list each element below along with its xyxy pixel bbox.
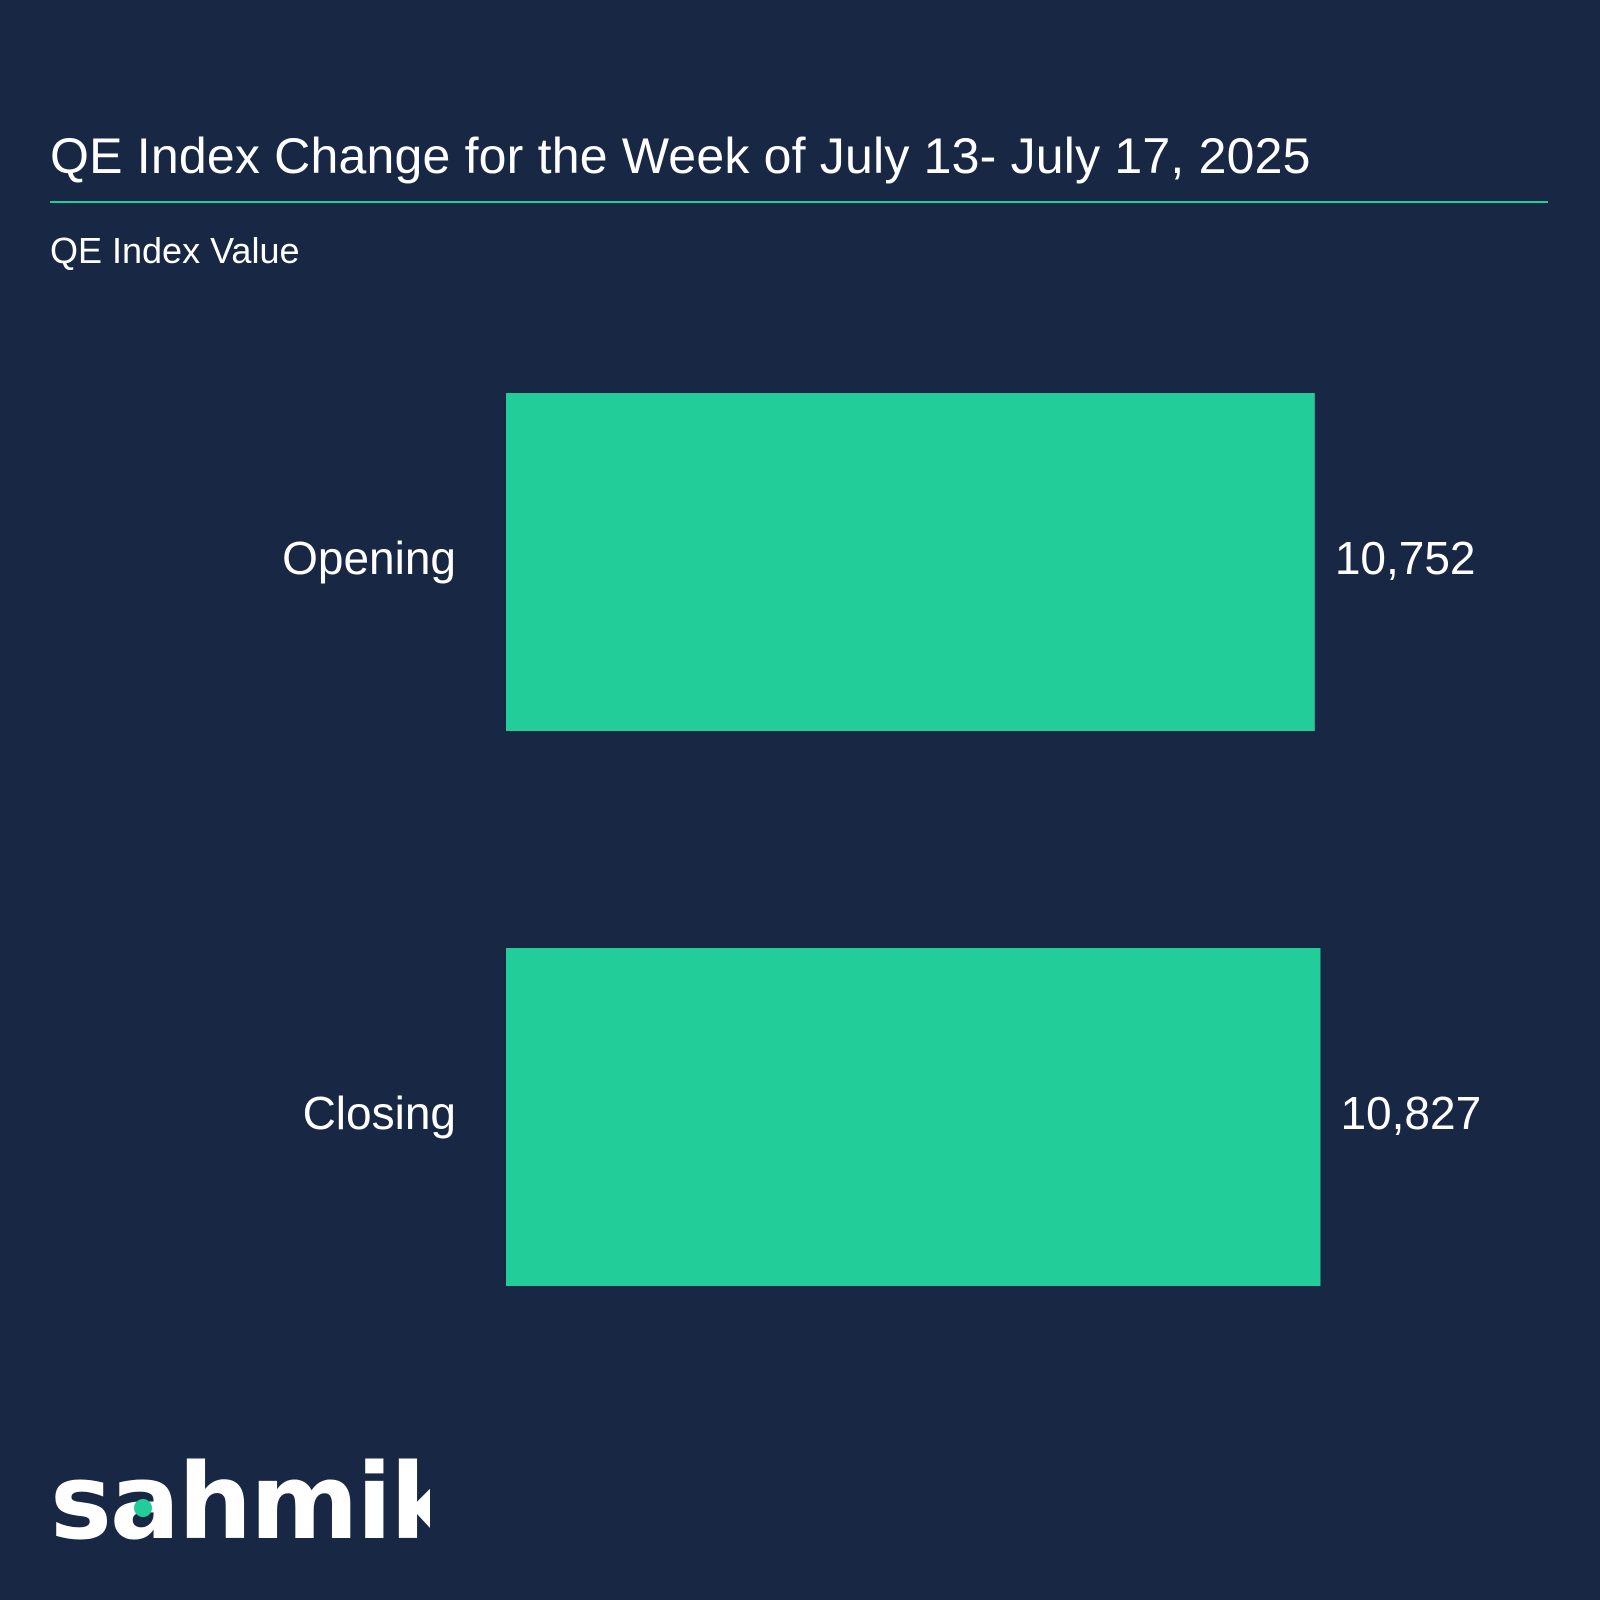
category-label-opening: Opening — [282, 532, 456, 584]
bar-closing — [506, 948, 1321, 1286]
value-label-closing: 10,827 — [1340, 1087, 1481, 1139]
sahmik-logo: sahmik — [50, 1441, 430, 1550]
value-label-opening: 10,752 — [1335, 532, 1476, 584]
bar-opening — [506, 393, 1315, 731]
sahmik-logo-wordmark: sahmik — [50, 1441, 430, 1550]
chart-title: QE Index Change for the Week of July 13-… — [50, 128, 1311, 184]
title-divider — [50, 201, 1548, 203]
category-label-closing: Closing — [303, 1087, 456, 1139]
logo-dot-icon — [134, 1499, 152, 1517]
chart-subtitle: QE Index Value — [50, 230, 300, 271]
